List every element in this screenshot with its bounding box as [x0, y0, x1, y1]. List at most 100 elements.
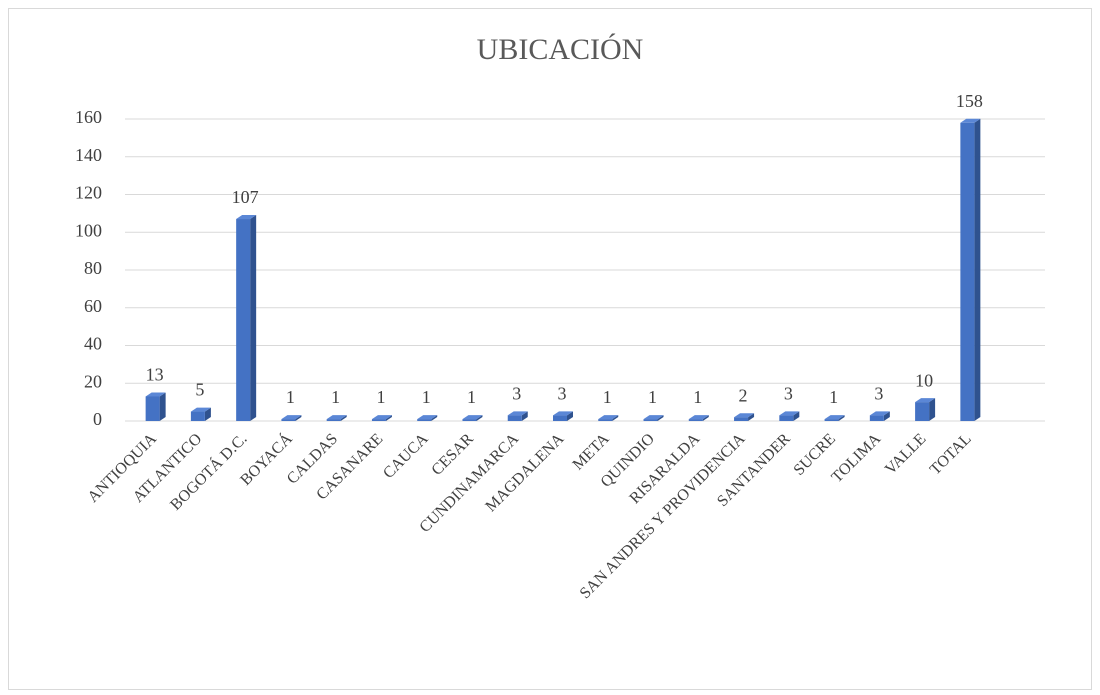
y-tick-label: 100: [75, 220, 102, 240]
bar-top: [462, 415, 483, 420]
bar-top: [371, 415, 392, 420]
data-label: 13: [146, 365, 164, 385]
bar-front: [598, 419, 613, 421]
bar: [960, 118, 981, 422]
bar: [236, 215, 257, 421]
bar-front: [190, 411, 205, 421]
bar-side: [567, 411, 573, 421]
bar-side: [476, 415, 483, 421]
bar: [371, 415, 392, 421]
bar-front: [960, 122, 975, 422]
bar-top: [598, 415, 619, 420]
data-label: 3: [784, 383, 793, 403]
bar: [915, 398, 936, 421]
bar-top: [190, 407, 211, 412]
bar-front: [145, 396, 160, 421]
bar: [643, 415, 664, 421]
y-tick-label: 160: [75, 107, 102, 127]
y-tick-label: 80: [84, 258, 102, 278]
bar-top: [915, 398, 936, 403]
bar-side: [974, 118, 981, 422]
bar-top: [417, 415, 438, 420]
bar: [553, 411, 573, 421]
data-label: 158: [956, 91, 983, 111]
bar-top: [281, 415, 302, 420]
bar-top: [236, 215, 257, 220]
data-label: 3: [558, 383, 567, 403]
bar: [688, 415, 709, 421]
bar-top: [869, 411, 890, 416]
bar-side: [385, 415, 392, 421]
data-label: 3: [512, 383, 521, 403]
bar: [779, 411, 800, 421]
chart-title: UBICACIÓN: [477, 33, 644, 66]
bar: [190, 407, 211, 421]
bar-front: [326, 419, 341, 421]
bar-front: [643, 419, 658, 421]
bar-top: [507, 411, 528, 416]
y-tick-label: 140: [75, 145, 102, 165]
bar-side: [340, 415, 347, 421]
bar-side: [295, 415, 302, 421]
data-label: 107: [232, 187, 259, 207]
data-label: 1: [829, 387, 838, 407]
y-tick-label: 40: [84, 334, 102, 354]
bar-side: [838, 415, 845, 421]
bar-side: [702, 415, 709, 421]
bar-side: [159, 392, 166, 421]
data-label: 3: [874, 383, 883, 403]
bar-top: [553, 411, 573, 416]
bar: [869, 411, 890, 421]
bar-front: [462, 419, 477, 421]
bar: [507, 411, 528, 421]
data-label: 1: [693, 387, 702, 407]
bar-front: [688, 419, 703, 421]
y-tick-label: 0: [93, 409, 102, 429]
y-tick-label: 20: [84, 371, 102, 391]
bar: [281, 415, 302, 421]
data-label: 1: [331, 387, 340, 407]
bar-side: [748, 413, 755, 421]
bar-side: [929, 398, 936, 421]
bar-front: [824, 419, 839, 421]
bar-side: [250, 215, 257, 421]
bar: [824, 415, 845, 421]
bar-top: [643, 415, 664, 420]
bar: [734, 413, 755, 421]
bar-side: [204, 407, 211, 421]
bar-top: [734, 413, 755, 418]
bar-front: [281, 419, 296, 421]
y-tick-label: 60: [84, 296, 102, 316]
data-label: 10: [915, 370, 933, 390]
bar-front: [915, 402, 930, 421]
bar: [417, 415, 438, 421]
bar-front: [553, 415, 567, 421]
bar-top: [824, 415, 845, 420]
bar-side: [521, 411, 528, 421]
bar: [462, 415, 483, 421]
bar-side: [793, 411, 800, 421]
bar-front: [779, 415, 794, 421]
data-label: 1: [648, 387, 657, 407]
bar-front: [417, 419, 432, 421]
data-label: 1: [603, 387, 612, 407]
bar-top: [779, 411, 800, 416]
bar: [326, 415, 347, 421]
data-label: 1: [286, 387, 295, 407]
bar-side: [883, 411, 890, 421]
data-label: 5: [195, 380, 204, 400]
bar-side: [657, 415, 664, 421]
bar-side: [612, 415, 619, 421]
bar-front: [236, 219, 251, 421]
bar: [145, 392, 166, 421]
bar-top: [960, 118, 981, 123]
bar-front: [869, 415, 884, 421]
y-tick-label: 120: [75, 183, 102, 203]
data-label: 2: [739, 385, 748, 405]
chart-border: [8, 8, 1092, 690]
bar-top: [688, 415, 709, 420]
data-label: 1: [467, 387, 476, 407]
bar-front: [734, 417, 749, 421]
